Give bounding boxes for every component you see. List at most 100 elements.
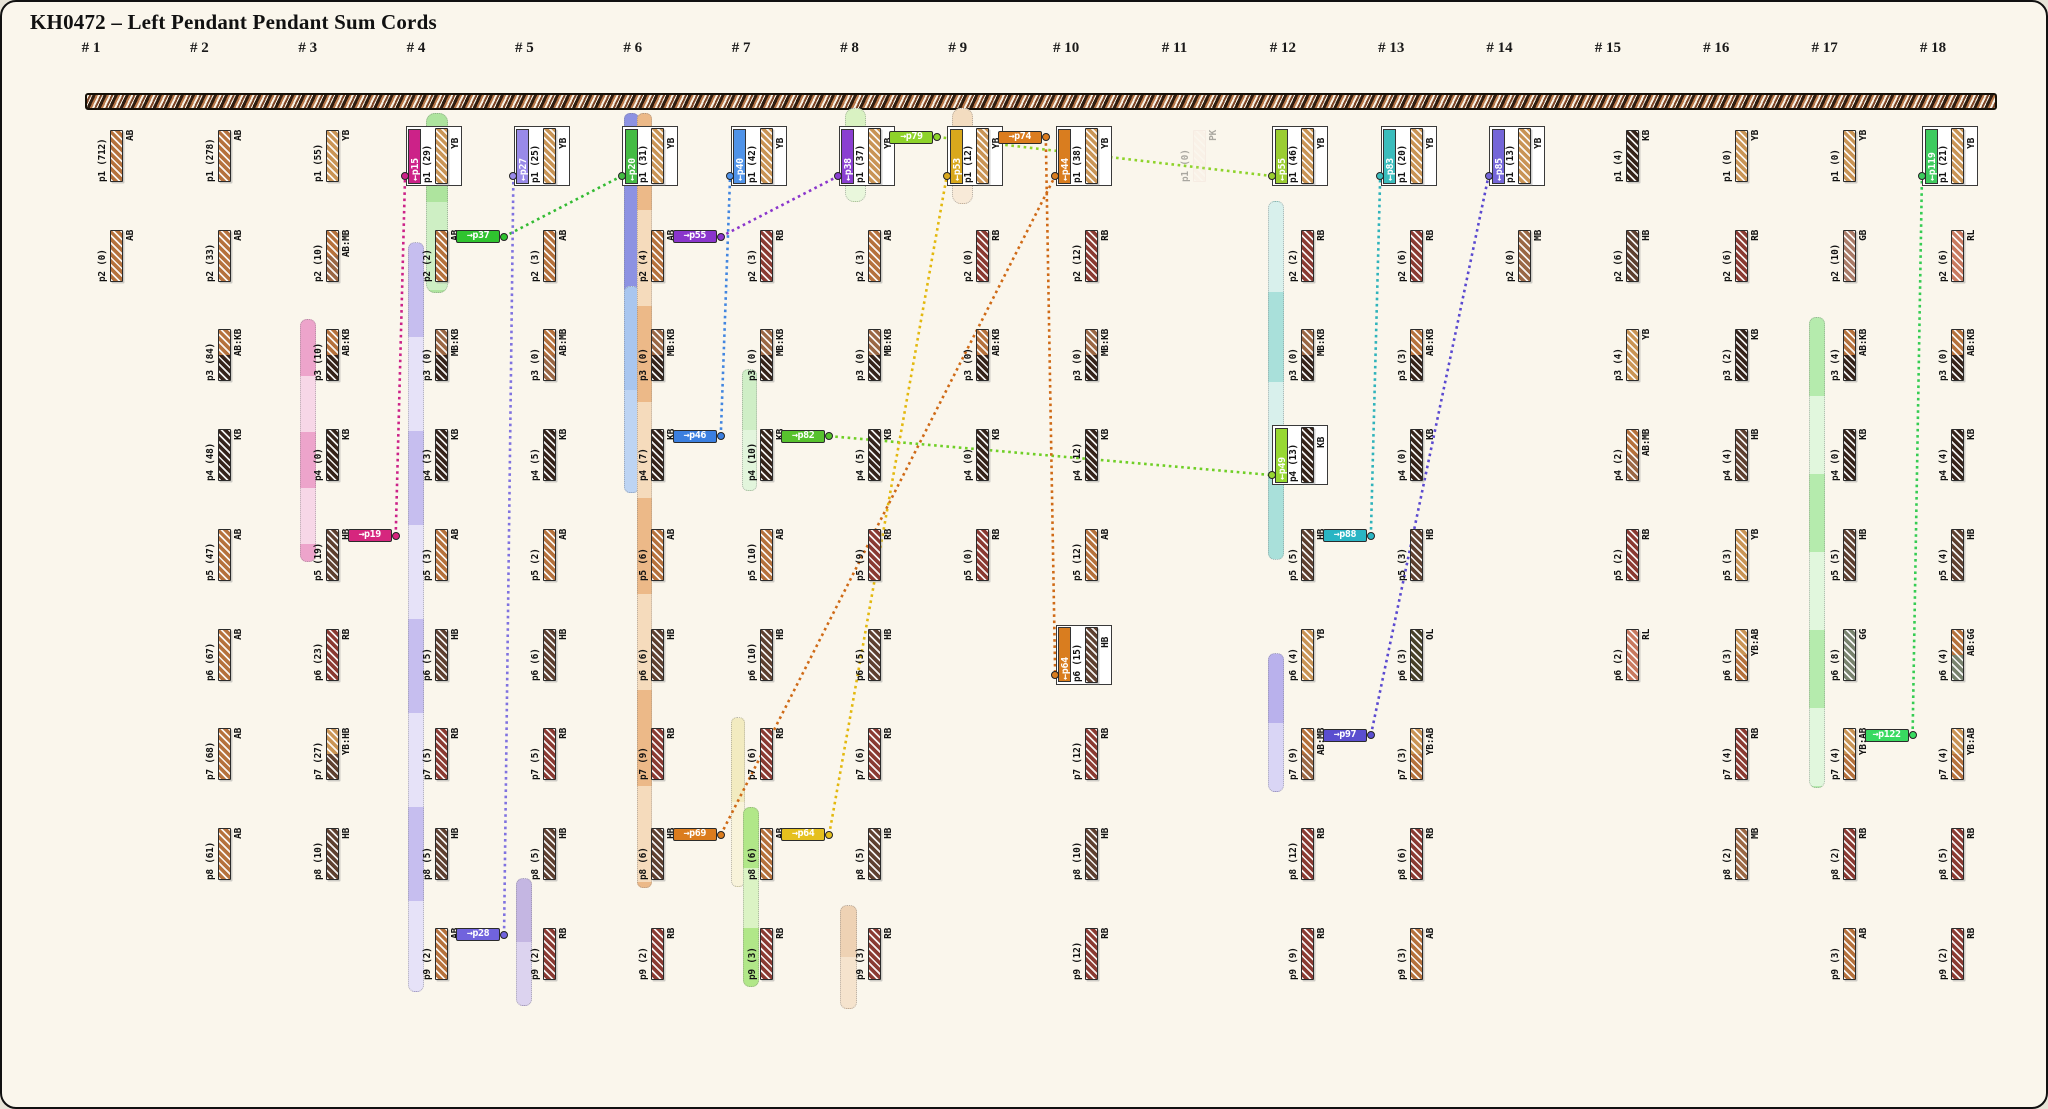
cord-glyph-bar — [1951, 728, 1965, 781]
pendant-color-code: YB — [449, 138, 461, 149]
pendant-color-code: YB — [1316, 628, 1328, 640]
pendant-label: p3 (0) — [421, 348, 433, 382]
sum-source-button[interactable]: →p46 — [672, 429, 717, 443]
cord-glyph-bar — [542, 429, 556, 482]
pendant-color-code: KB — [232, 429, 244, 440]
pendant-color-code: PK — [1208, 130, 1219, 141]
pendant-label: p2 (2) — [421, 249, 433, 282]
pendant-color-code: RB — [1858, 827, 1870, 839]
pendant-color-code: MB:KB — [882, 329, 894, 357]
pendant-label: p2 (0) — [96, 249, 108, 282]
pendant-label: p9 (3) — [1396, 947, 1408, 980]
sum-source-button[interactable]: →p64 — [781, 828, 826, 842]
sum-target-label-strip — [408, 128, 422, 184]
pendant-label: p3 (0) — [1288, 348, 1300, 382]
pendant-label: p2 (0) — [1505, 249, 1517, 282]
sum-source-button[interactable]: →p82 — [781, 429, 826, 443]
pendant-label: p1 (46) — [1288, 145, 1300, 183]
pendant-color-code: HB — [666, 628, 678, 640]
sum-source-button[interactable]: →p37 — [456, 230, 501, 244]
pendant-color-code: AB — [232, 130, 244, 141]
cord-glyph-bar — [542, 528, 556, 581]
pendant-label: p1 (37) — [854, 145, 866, 183]
pendant-label: p5 (0) — [963, 548, 975, 581]
pendant-label: p4 (5) — [529, 448, 541, 482]
sum-target-tag: ←p15 — [410, 158, 422, 181]
cord-glyph-bar — [1951, 628, 1965, 681]
pendant-label: p7 (6) — [854, 747, 866, 781]
cord-glyph-bar — [1626, 429, 1640, 482]
pendant-label: p6 (6) — [638, 647, 650, 681]
pendant-color-code: AB — [666, 528, 678, 540]
sum-source-button[interactable]: →p28 — [456, 928, 501, 942]
cord-group-band — [408, 242, 424, 992]
cord-glyph-bar — [1409, 329, 1423, 382]
pendant-label: p5 (6) — [638, 548, 650, 581]
sum-connection-line — [502, 175, 515, 935]
primary-cord-bar — [85, 93, 1997, 110]
connection-marker — [1484, 172, 1493, 180]
cord-glyph-bar — [1084, 128, 1098, 184]
pendant-color-code: HB — [1641, 229, 1653, 241]
connection-marker — [834, 172, 843, 180]
cord-glyph-bar — [1626, 628, 1640, 681]
sum-connection-line — [1044, 136, 1057, 675]
pendant-label: p4 (7) — [638, 448, 650, 482]
pendant-color-code: AB — [1099, 528, 1111, 540]
cord-glyph-bar — [434, 329, 448, 382]
pendant-color-code: YB — [557, 138, 569, 149]
sum-source-button[interactable]: →p19 — [347, 529, 392, 543]
pendant-label: p5 (5) — [1288, 548, 1300, 581]
sum-target-label-strip — [1058, 128, 1072, 184]
cord-glyph-bar — [542, 628, 556, 681]
cord-glyph-bar — [1301, 628, 1315, 681]
sum-target-label-strip — [1924, 128, 1938, 184]
pendant-color-code: HB — [1858, 528, 1870, 540]
sum-target-tag: ←p20 — [626, 158, 638, 181]
pendant-color-code: RB — [1316, 927, 1328, 939]
cord-glyph-bar — [1409, 628, 1423, 681]
cord-glyph-bar — [1951, 927, 1965, 980]
pendant-color-code: RB — [557, 728, 569, 740]
cord-group-band — [742, 369, 757, 491]
cord-group-band — [1268, 653, 1284, 792]
cord-glyph-bar — [1734, 827, 1748, 880]
pendant-label: p9 (2) — [638, 947, 650, 980]
sum-source-button[interactable]: →p97 — [1322, 728, 1367, 742]
pendant-label: p7 (4) — [1721, 747, 1733, 781]
sum-source-button[interactable]: →p122 — [1864, 728, 1909, 742]
column-header: # 1 — [81, 40, 101, 56]
pendant-label: p7 (12) — [1071, 742, 1083, 781]
cord-glyph-bar — [326, 728, 340, 781]
cord-glyph-bar — [217, 728, 231, 781]
cord-glyph-bar — [867, 329, 881, 382]
column-header: # 10 — [1053, 40, 1080, 56]
pendant-label: p3 (0) — [746, 348, 758, 382]
sum-target-tag: ←p119 — [1926, 152, 1938, 181]
pendant-color-code: RB — [774, 229, 786, 241]
cord-glyph-bar — [1084, 927, 1098, 980]
sum-source-button[interactable]: →p88 — [1322, 529, 1367, 543]
connection-marker — [1051, 172, 1060, 180]
sum-source-button[interactable]: →p79 — [889, 130, 934, 144]
pendant-label: p4 (0) — [963, 448, 975, 482]
pendant-label: p6 (2) — [1613, 647, 1625, 681]
pendant-color-code: HB — [449, 628, 461, 640]
pendant-color-code: RB — [666, 927, 678, 939]
cord-glyph-bar — [326, 130, 340, 182]
pendant-color-code: MB — [1533, 229, 1545, 241]
column-header: # 13 — [1378, 40, 1405, 56]
sum-source-button[interactable]: →p69 — [672, 828, 717, 842]
cord-glyph-bar — [1843, 229, 1857, 282]
sum-source-button[interactable]: →p74 — [997, 130, 1042, 144]
pendant-color-code: HB — [449, 827, 461, 839]
cord-glyph-bar — [1518, 229, 1532, 282]
pendant-color-code: HB — [1749, 429, 1761, 440]
connection-marker — [1366, 531, 1375, 540]
connection-marker — [500, 232, 509, 241]
pendant-label: p5 (10) — [746, 542, 758, 581]
sum-source-button[interactable]: →p55 — [672, 230, 717, 244]
cord-glyph-bar — [759, 628, 773, 681]
pendant-label: p1 (20) — [1396, 145, 1408, 183]
